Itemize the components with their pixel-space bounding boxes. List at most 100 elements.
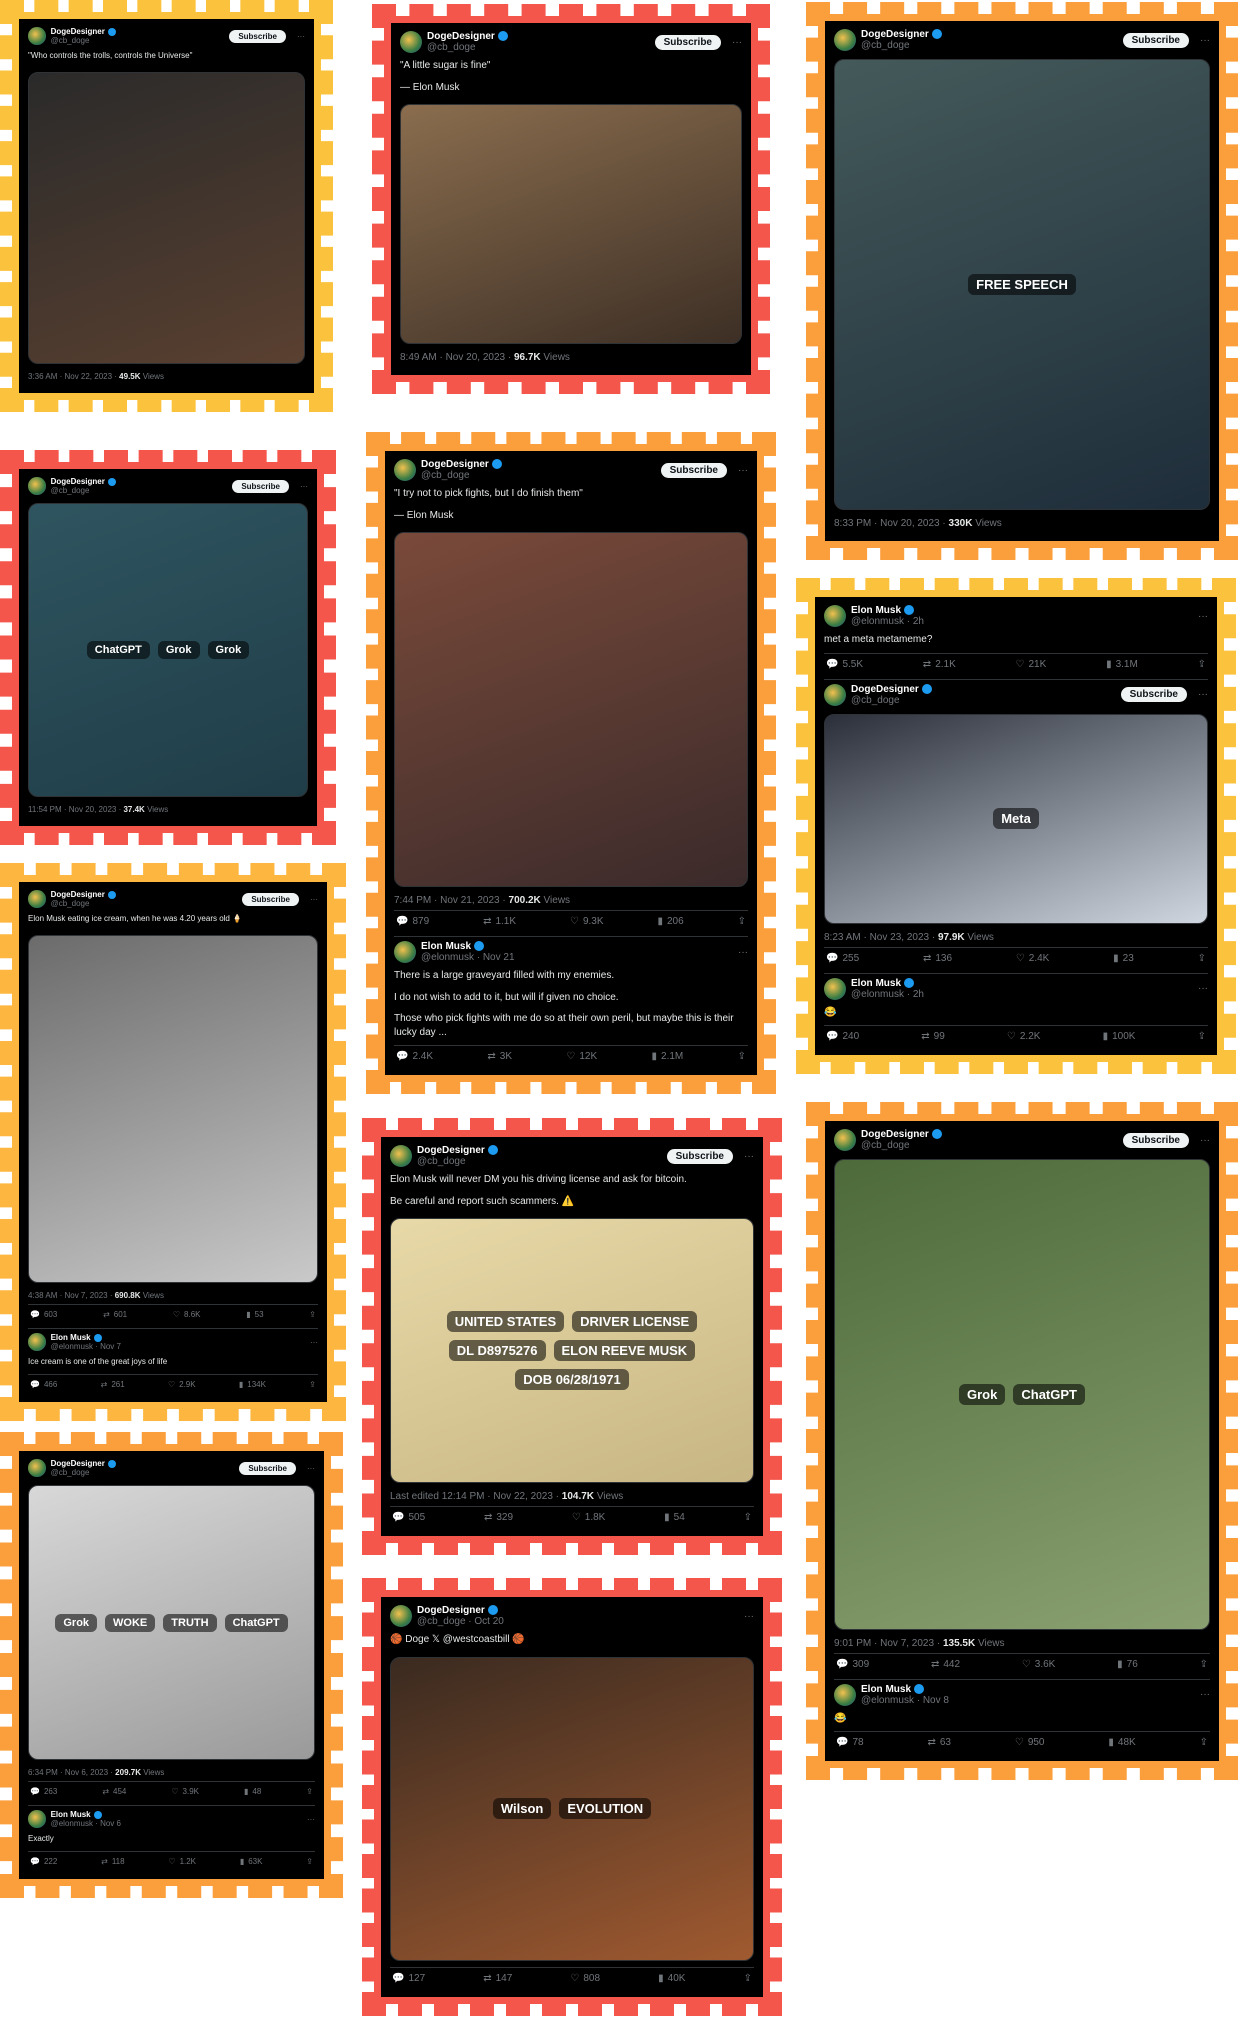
stat[interactable]: ⇄ 329 [484,1512,513,1523]
stat[interactable]: ♡ 2.9K [168,1380,196,1389]
more-button[interactable]: ··· [1200,1689,1210,1700]
more-button[interactable]: ··· [744,1610,754,1622]
more-button[interactable]: ··· [300,481,308,491]
more-button[interactable]: ··· [307,1814,315,1824]
stat[interactable]: ♡ 3.6K [1022,1659,1056,1670]
tweet-meta: 11:54 PM · Nov 20, 2023 · 37.4K Views [28,805,308,814]
stat[interactable]: ♡ 12K [566,1051,597,1062]
more-button[interactable]: ··· [307,1463,315,1473]
more-button[interactable]: ··· [1198,610,1208,622]
stat[interactable]: 💬 5.5K [826,659,863,670]
stat[interactable]: 💬 127 [392,1973,425,1984]
share-button[interactable]: ⇪ [1197,658,1206,670]
more-button[interactable]: ··· [738,464,748,476]
stat[interactable]: ▮ 3.1M [1106,659,1138,670]
stat[interactable]: 💬 263 [30,1787,57,1796]
stat[interactable]: ⇄ 136 [923,953,952,964]
stat[interactable]: ▮ 2.1M [652,1051,684,1062]
subscribe-button[interactable]: Subscribe [242,892,299,906]
share-button[interactable]: ⇪ [737,1051,746,1062]
stat[interactable]: ♡ 3.9K [171,1787,199,1796]
share-button[interactable]: ⇪ [737,916,746,927]
share-button[interactable]: ⇪ [1197,952,1206,964]
stat[interactable]: ▮ 48 [244,1787,261,1796]
view-count: 37.4K [123,805,145,814]
stat[interactable]: ♡ 808 [570,1973,600,1984]
stat[interactable]: ▮ 100K [1103,1031,1136,1042]
stat-count: 255 [842,952,860,964]
share-button[interactable]: ⇪ [1199,1658,1208,1670]
stat[interactable]: ▮ 54 [664,1512,685,1523]
stat[interactable]: 💬 603 [30,1310,57,1319]
stat[interactable]: 💬 505 [392,1512,425,1523]
stat[interactable]: ⇄ 118 [101,1857,124,1866]
verified-badge [914,1683,925,1694]
stat[interactable]: 💬 879 [396,916,429,927]
stat[interactable]: ▮ 134K [239,1380,266,1389]
more-button[interactable]: ··· [1198,983,1208,994]
more-button[interactable]: ··· [310,1337,318,1347]
share-button[interactable]: ⇪ [1199,1737,1208,1748]
tweet-image: Wilson EVOLUTION [390,1656,754,1961]
stat[interactable]: ⇄ 1.1K [483,916,516,927]
handle: @cb_doge [50,899,90,908]
more-button[interactable]: ··· [297,31,305,41]
stat[interactable]: 💬 309 [836,1659,869,1670]
stat[interactable]: 💬 466 [30,1380,57,1389]
subscribe-button[interactable]: Subscribe [232,479,289,493]
share-button[interactable]: ⇪ [1197,1031,1206,1042]
stat-icon: ⇄ [927,1737,936,1748]
stat[interactable]: 💬 78 [836,1737,864,1748]
stat[interactable]: ▮ 53 [246,1310,263,1319]
share-button[interactable]: ⇪ [309,1310,316,1320]
share-button[interactable]: ⇪ [743,1973,752,1984]
stat[interactable]: 💬 255 [826,953,859,964]
more-button[interactable]: ··· [744,1150,754,1162]
more-button[interactable]: ··· [310,894,318,904]
more-button[interactable]: ··· [732,36,742,48]
subscribe-button[interactable]: Subscribe [1122,1132,1189,1148]
share-button[interactable]: ⇪ [743,1512,752,1523]
subscribe-button[interactable]: Subscribe [660,462,727,478]
stat[interactable]: ⇄ 601 [103,1310,127,1319]
stat[interactable]: ▮ 40K [658,1973,685,1984]
stat[interactable]: ♡ 950 [1015,1737,1045,1748]
stat[interactable]: 💬 2.4K [396,1051,433,1062]
stat[interactable]: ▮ 48K [1108,1737,1135,1748]
stat[interactable]: ⇄ 99 [921,1031,945,1042]
more-button[interactable]: ··· [738,946,748,958]
subscribe-button[interactable]: Subscribe [1122,32,1189,48]
stat[interactable]: ▮ 63K [240,1857,263,1866]
stat[interactable]: ⇄ 2.1K [923,659,956,670]
stat[interactable]: ♡ 2.2K [1007,1031,1041,1042]
stat[interactable]: ♡ 9.3K [570,916,604,927]
subscribe-button[interactable]: Subscribe [239,1461,296,1475]
subscribe-button[interactable]: Subscribe [229,29,286,43]
share-button[interactable]: ⇪ [306,1857,313,1866]
handle: @elonmusk · Nov 8 [861,1694,949,1706]
stat[interactable]: 💬 240 [826,1031,859,1042]
stat[interactable]: 💬 222 [30,1857,57,1866]
stat[interactable]: ♡ 2.4K [1016,953,1050,964]
share-button[interactable]: ⇪ [309,1380,316,1389]
stat[interactable]: ⇄ 147 [483,1973,512,1984]
share-button[interactable]: ⇪ [306,1787,313,1797]
more-button[interactable]: ··· [1198,689,1208,700]
subscribe-button[interactable]: Subscribe [654,34,721,50]
stat[interactable]: ♡ 8.6K [173,1310,201,1319]
subscribe-button[interactable]: Subscribe [1120,687,1187,702]
stat[interactable]: ▮ 23 [1113,953,1134,964]
stat[interactable]: ♡ 1.2K [168,1857,196,1866]
stat[interactable]: ▮ 76 [1117,1659,1138,1670]
stat[interactable]: ⇄ 454 [102,1787,126,1796]
stat[interactable]: ♡ 1.8K [572,1512,606,1523]
more-button[interactable]: ··· [1200,1134,1210,1146]
stat[interactable]: ♡ 21K [1016,659,1047,670]
stat[interactable]: ▮ 206 [657,916,683,927]
stat[interactable]: ⇄ 63 [927,1737,951,1748]
more-button[interactable]: ··· [1200,34,1210,46]
subscribe-button[interactable]: Subscribe [666,1148,733,1164]
stat[interactable]: ⇄ 261 [101,1380,125,1389]
stat[interactable]: ⇄ 442 [931,1659,960,1670]
stat[interactable]: ⇄ 3K [487,1051,512,1062]
